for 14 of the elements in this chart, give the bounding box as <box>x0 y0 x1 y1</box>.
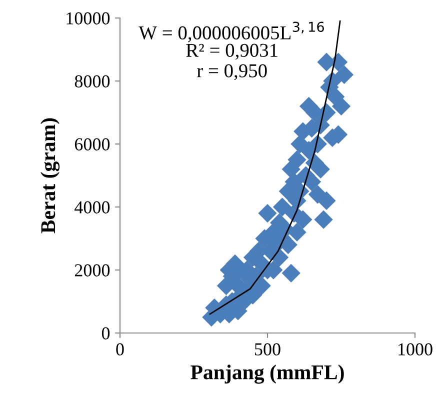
annotation: r = 0,950 <box>197 64 267 80</box>
x-tick-label: 1000 <box>398 343 432 356</box>
annotation: W = 0,000006005L$^{3,16}$ <box>138 22 324 42</box>
annotation: R² = 0,9031 <box>186 44 278 60</box>
y-tick-label: 8000 <box>74 75 110 88</box>
y-tick-label: 10000 <box>66 12 110 24</box>
x-axis-title: Panjang (mmFL) <box>190 364 344 384</box>
x-tick-label: 0 <box>116 343 124 356</box>
y-tick-label: 4000 <box>74 201 110 214</box>
y-axis-title: Berat (gram) <box>40 118 60 234</box>
x-tick-label: 500 <box>255 343 280 356</box>
y-tick-label: 0 <box>102 327 110 340</box>
y-tick-label: 6000 <box>74 138 110 150</box>
y-tick-label: 2000 <box>74 264 110 276</box>
